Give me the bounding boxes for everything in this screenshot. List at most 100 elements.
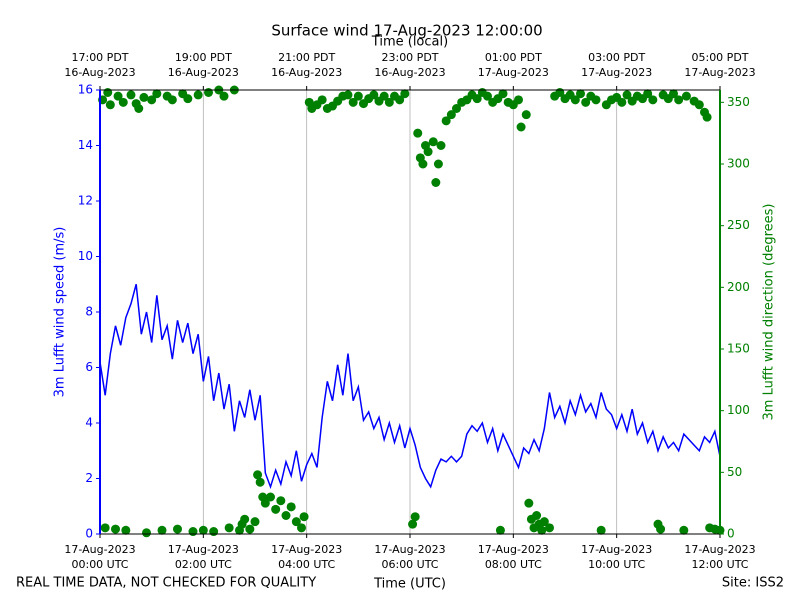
x2-tick-label: 16-Aug-2023	[64, 66, 135, 79]
direction-point	[142, 528, 151, 538]
direction-point	[596, 525, 606, 535]
direction-point	[348, 97, 358, 107]
direction-point	[570, 95, 580, 105]
direction-point	[353, 91, 363, 101]
direction-point	[433, 159, 443, 169]
x2-tick-label: 03:00 PDT	[588, 51, 645, 64]
y2-tick-label: 300	[727, 157, 750, 171]
y2-tick-label: 350	[727, 95, 750, 109]
direction-point	[343, 90, 353, 100]
direction-point	[537, 525, 547, 535]
direction-point	[255, 477, 265, 487]
x2-tick-label: 21:00 PDT	[278, 51, 335, 64]
direction-point	[105, 100, 115, 110]
x-tick-label: 02:00 UTC	[175, 558, 232, 571]
direction-point	[317, 95, 327, 105]
direction-point	[648, 95, 658, 105]
x-tick-label: 08:00 UTC	[485, 558, 542, 571]
direction-point	[521, 110, 531, 120]
direction-point	[441, 116, 451, 126]
direction-point	[524, 498, 534, 508]
x2-tick-label: 16-Aug-2023	[374, 66, 445, 79]
footer-right: Site: ISS2	[722, 576, 784, 591]
direction-point	[379, 91, 389, 101]
direction-point	[643, 89, 653, 99]
speed-line	[99, 284, 721, 490]
direction-point	[495, 525, 505, 535]
direction-point	[431, 178, 441, 187]
direction-point	[100, 523, 110, 533]
direction-point	[118, 97, 128, 107]
direction-point	[446, 110, 456, 120]
x2-tick-label: 17-Aug-2023	[684, 66, 755, 79]
direction-point	[545, 523, 554, 533]
chart-title: Surface wind 17-Aug-2023 12:00:00	[271, 22, 542, 40]
direction-point	[240, 514, 250, 524]
direction-point	[395, 95, 405, 105]
direction-point	[483, 91, 492, 101]
direction-point	[266, 492, 275, 502]
direction-point	[139, 92, 149, 102]
direction-point	[157, 525, 167, 535]
x2-tick-label: 16-Aug-2023	[271, 66, 342, 79]
direction-point	[472, 94, 482, 104]
direction-point	[581, 97, 591, 107]
direction-point	[408, 519, 418, 529]
direction-point	[400, 89, 410, 99]
direction-point	[694, 100, 704, 110]
y2-tick-label: 100	[727, 403, 750, 417]
direction-point	[147, 95, 157, 105]
direction-point	[193, 90, 203, 100]
x2-tick-label: 23:00 PDT	[381, 51, 438, 64]
x2-tick-label: 17-Aug-2023	[478, 66, 549, 79]
footer-left: REAL TIME DATA, NOT CHECKED FOR QUALITY	[16, 576, 316, 591]
x-tick-label: 06:00 UTC	[381, 558, 438, 571]
x-tick-label: 00:00 UTC	[71, 558, 128, 571]
y2-tick-label: 200	[727, 280, 750, 294]
direction-point	[617, 97, 627, 107]
x-tick-label: 17-Aug-2023	[64, 543, 135, 556]
x-tick-label: 10:00 UTC	[588, 558, 645, 571]
direction-point	[514, 95, 523, 105]
x-tick-label: 17-Aug-2023	[581, 543, 652, 556]
direction-point	[271, 504, 281, 514]
x2-tick-label: 19:00 PDT	[175, 51, 232, 64]
y-tick-label: 12	[78, 194, 93, 208]
direction-point	[281, 511, 291, 520]
direction-point	[111, 524, 120, 534]
x-tick-label: 17-Aug-2023	[478, 543, 549, 556]
x-tick-label: 17-Aug-2023	[684, 543, 755, 556]
y-tick-label: 10	[78, 249, 93, 263]
y-tick-label: 14	[78, 138, 93, 152]
direction-point	[669, 89, 678, 99]
direction-point	[260, 498, 270, 508]
y2-tick-label: 250	[727, 218, 750, 232]
direction-point	[250, 517, 260, 527]
direction-point	[209, 527, 219, 537]
y-tick-label: 0	[85, 527, 93, 541]
y-tick-label: 16	[78, 83, 93, 97]
direction-point	[253, 470, 263, 480]
direction-point	[681, 91, 691, 101]
direction-point	[452, 104, 461, 113]
x-tick-label: 17-Aug-2023	[374, 543, 445, 556]
direction-point	[152, 89, 162, 99]
x2-axis-label: Time (local)	[371, 35, 448, 50]
direction-point	[576, 89, 585, 99]
direction-point	[656, 524, 666, 534]
y-tick-label: 6	[85, 360, 93, 374]
direction-point	[384, 97, 394, 107]
direction-point	[299, 512, 309, 522]
x2-tick-label: 17-Aug-2023	[581, 66, 652, 79]
direction-point	[532, 511, 542, 520]
direction-point	[188, 527, 198, 537]
direction-point	[103, 87, 113, 97]
y2-tick-label: 0	[727, 527, 735, 541]
direction-point	[183, 94, 193, 104]
x2-tick-label: 17:00 PDT	[71, 51, 128, 64]
direction-point	[167, 95, 177, 105]
direction-point	[276, 496, 286, 506]
direction-point	[539, 517, 549, 527]
direction-point	[423, 147, 433, 157]
